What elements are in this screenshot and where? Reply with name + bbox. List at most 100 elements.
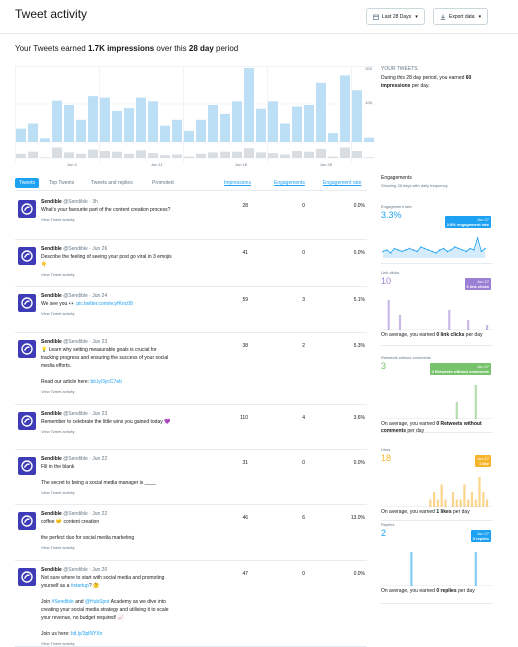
impressions-bar[interactable]: [136, 97, 146, 142]
tweet-author[interactable]: Sendible: [41, 411, 62, 417]
avatar[interactable]: [18, 512, 36, 530]
view-tweet-activity-link[interactable]: View Tweet activity: [41, 311, 75, 316]
impressions-bar[interactable]: [100, 97, 110, 142]
export-data-button[interactable]: Export data ▾: [433, 8, 489, 25]
impressions-bar[interactable]: [328, 133, 338, 142]
tweet-author[interactable]: Sendible: [41, 339, 62, 345]
avatar[interactable]: [18, 412, 36, 430]
tweet-date[interactable]: 3h: [92, 199, 98, 205]
tweet-author[interactable]: Sendible: [41, 293, 62, 299]
column-impressions[interactable]: Impressions: [224, 180, 251, 186]
avatar[interactable]: [18, 247, 36, 265]
tweet-meta: Sendible @Sendible · Jun 22: [41, 456, 108, 462]
tweet-author[interactable]: Sendible: [41, 511, 62, 517]
tab-tweets[interactable]: Tweets: [15, 178, 39, 188]
tweet-handle[interactable]: @Sendible: [63, 456, 88, 462]
impressions-bar[interactable]: [160, 125, 170, 142]
tweet-handle[interactable]: @Sendible: [63, 567, 88, 573]
tweet-author[interactable]: Sendible: [41, 199, 62, 205]
impressions-bar[interactable]: [76, 119, 86, 142]
tweet-handle[interactable]: @Sendible: [63, 339, 88, 345]
tweet-handle[interactable]: @Sendible: [63, 199, 88, 205]
rate-point: [480, 250, 483, 253]
impressions-bar[interactable]: [40, 138, 50, 142]
impressions-bar[interactable]: [256, 108, 266, 142]
impressions-bar[interactable]: [184, 130, 194, 142]
column-engagements[interactable]: Engagements: [274, 180, 305, 186]
avatar[interactable]: [18, 568, 36, 586]
view-tweet-activity-link[interactable]: View Tweet activity: [41, 272, 75, 277]
tweet-row[interactable]: Sendible @Sendible · Jun 20 Not sure wher…: [15, 561, 367, 647]
tweet-handle[interactable]: @Sendible: [63, 293, 88, 299]
tweet-date[interactable]: Jun 22: [92, 511, 108, 517]
tweet-row[interactable]: Sendible @Sendible · Jun 22 Fill in the b…: [15, 450, 367, 505]
impressions-bar[interactable]: [148, 101, 158, 142]
impressions-bar[interactable]: [172, 119, 182, 142]
impressions-bar[interactable]: [52, 100, 62, 142]
impressions-bar[interactable]: [364, 137, 374, 142]
impressions-bar[interactable]: [16, 128, 26, 142]
impressions-bar[interactable]: [88, 96, 98, 142]
tweet-date[interactable]: Jun 26: [92, 246, 108, 252]
impressions-bar[interactable]: [244, 68, 254, 142]
impressions-bar[interactable]: [292, 106, 302, 143]
tweet-handle[interactable]: @Sendible: [63, 411, 88, 417]
rate-point: [476, 237, 479, 239]
tweet-row[interactable]: Sendible @Sendible · Jun 22 coffee 🤝 cont…: [15, 505, 367, 561]
view-tweet-activity-link[interactable]: View Tweet activity: [41, 217, 75, 222]
panel-label: Engagement rate: [381, 204, 412, 209]
organic-bar: [28, 151, 38, 158]
tab-tweets-and-replies[interactable]: Tweets and replies: [91, 180, 133, 186]
tweet-text-line: your revenue, no budget required! 📈: [41, 615, 124, 621]
impressions-bar[interactable]: [220, 113, 230, 142]
tweet-date[interactable]: Jun 22: [92, 456, 108, 462]
tweet-author[interactable]: Sendible: [41, 567, 62, 573]
tweet-author[interactable]: Sendible: [41, 456, 62, 462]
view-tweet-activity-link[interactable]: View Tweet activity: [41, 389, 75, 394]
date-range-button[interactable]: Last 28 Days ▾: [366, 8, 425, 25]
tweet-row[interactable]: Sendible @Sendible · 3h What's your favou…: [15, 193, 367, 240]
impressions-bar[interactable]: [268, 101, 278, 142]
impressions-bar[interactable]: [316, 82, 326, 142]
impressions-bar[interactable]: [304, 105, 314, 142]
impressions-bar[interactable]: [232, 101, 242, 142]
export-data-label: Export data: [449, 13, 475, 20]
avatar[interactable]: [18, 200, 36, 218]
tweet-row[interactable]: Sendible @Sendible · Jun 26 Describe the …: [15, 240, 367, 287]
organic-bar: [160, 155, 170, 158]
tab-top-tweets[interactable]: Top Tweets: [49, 180, 75, 186]
impressions-bar[interactable]: [280, 123, 290, 143]
view-tweet-activity-link[interactable]: View Tweet activity: [41, 545, 75, 550]
tweet-author[interactable]: Sendible: [41, 246, 62, 252]
view-tweet-activity-link[interactable]: View Tweet activity: [41, 429, 75, 434]
view-tweet-activity-link[interactable]: View Tweet activity: [41, 641, 75, 646]
tweet-date[interactable]: Jun 20: [92, 567, 108, 573]
impressions-bar[interactable]: [208, 105, 218, 142]
tweet-row[interactable]: Sendible @Sendible · Jun 23 💡 Learn why s…: [15, 333, 367, 405]
tweet-handle[interactable]: @Sendible: [63, 246, 88, 252]
rate-point: [427, 249, 430, 251]
tab-promoted[interactable]: Promoted: [152, 180, 174, 186]
impressions-bar[interactable]: [28, 123, 38, 143]
panel-value: 18: [381, 453, 392, 463]
tweet-row[interactable]: Sendible @Sendible · Jun 24 We see you 👀 …: [15, 287, 367, 333]
impressions-bar[interactable]: [112, 110, 122, 142]
avatar[interactable]: [18, 340, 36, 358]
impressions-bar[interactable]: [124, 108, 134, 142]
avatar[interactable]: [18, 457, 36, 475]
tweet-date[interactable]: Jun 24: [92, 293, 108, 299]
tweet-row[interactable]: Sendible @Sendible · Jun 23 Remember to c…: [15, 405, 367, 450]
tweet-meta: Sendible @Sendible · 3h: [41, 199, 98, 205]
impressions-bar[interactable]: [64, 105, 74, 142]
tweet-date[interactable]: Jun 23: [92, 339, 108, 345]
view-tweet-activity-link[interactable]: View Tweet activity: [41, 490, 75, 495]
impressions-bar[interactable]: [196, 119, 206, 142]
tweet-date[interactable]: Jun 23: [92, 411, 108, 417]
column-engagement-rate[interactable]: Engagement rate: [323, 180, 362, 186]
impressions-bar[interactable]: [352, 90, 362, 142]
impressions-bar[interactable]: [340, 75, 350, 142]
tweet-handle[interactable]: @Sendible: [63, 511, 88, 517]
sendible-logo-icon: [21, 515, 33, 527]
engagement-bar: [459, 499, 462, 507]
avatar[interactable]: [18, 294, 36, 312]
